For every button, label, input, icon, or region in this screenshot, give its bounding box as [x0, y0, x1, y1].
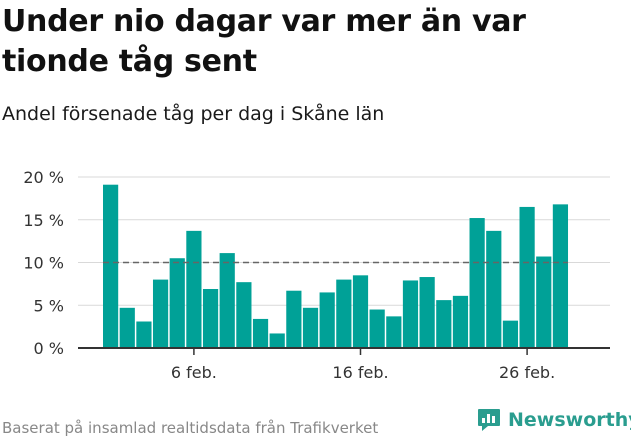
y-tick-label: 10 % [23, 254, 64, 273]
bar [252, 318, 269, 348]
y-tick-label: 20 % [23, 168, 64, 187]
bar [319, 292, 335, 348]
source-note: Baserat på insamlad realtidsdata från Tr… [2, 419, 379, 437]
bar [552, 204, 569, 348]
x-tick-label: 26 feb. [499, 363, 555, 382]
bar [169, 258, 185, 348]
y-tick-label: 0 % [34, 339, 64, 358]
bar [103, 184, 119, 348]
bar [486, 230, 502, 348]
bar [286, 290, 302, 348]
bar [352, 275, 369, 348]
y-tick-label: 5 % [34, 296, 64, 315]
chart-title: Under nio dagar var mer än var tionde tå… [2, 4, 526, 79]
bar [519, 206, 535, 348]
bar [452, 295, 469, 348]
bar [302, 307, 319, 348]
x-tick-label: 16 feb. [332, 363, 388, 382]
bar [436, 300, 452, 348]
y-tick-label: 15 % [23, 211, 64, 230]
newsworthy-logo: Newsworthy [476, 407, 631, 433]
bar [502, 320, 519, 348]
bar [236, 282, 252, 348]
bar [536, 256, 552, 348]
bar [269, 333, 285, 348]
bar [202, 289, 219, 348]
bar [402, 280, 419, 348]
bar [152, 279, 169, 348]
bar [219, 253, 235, 348]
bar [136, 321, 152, 348]
bar [419, 277, 435, 348]
bar [469, 218, 485, 348]
bar [186, 230, 202, 348]
bar [369, 309, 385, 348]
newsworthy-icon [478, 409, 500, 431]
bar [119, 307, 135, 348]
x-tick-label: 6 feb. [171, 363, 217, 382]
bar [336, 279, 352, 348]
bar [386, 316, 402, 348]
brand-name: Newsworthy [508, 409, 631, 431]
chart-subtitle: Andel försenade tåg per dag i Skåne län [2, 103, 385, 125]
